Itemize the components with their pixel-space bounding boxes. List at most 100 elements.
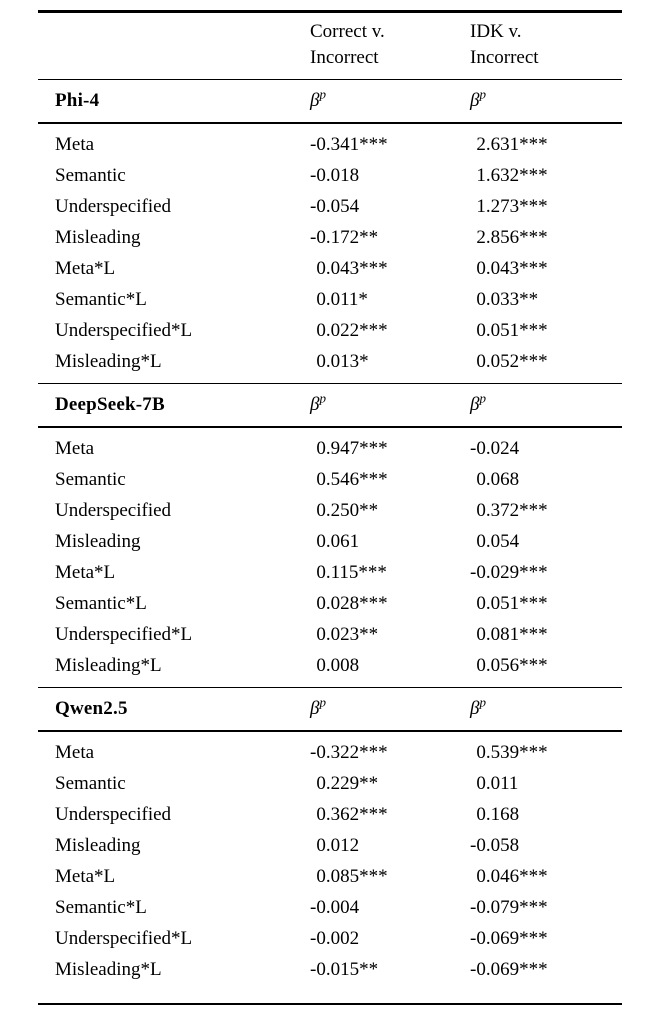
row-label: Misleading <box>55 226 141 248</box>
coef-correct-v-incorrect: -0.028*** <box>316 592 388 614</box>
beta-symbol: βp <box>470 390 486 415</box>
section-top-rule <box>38 382 622 384</box>
row-label: Misleading*L <box>55 350 162 372</box>
coef-correct-v-incorrect: -0.250** <box>316 499 379 521</box>
col-header-line2: Incorrect <box>470 46 539 68</box>
coef-idk-v-incorrect: -0.539*** <box>476 741 548 763</box>
coef-idk-v-incorrect: -0.029*** <box>470 561 548 583</box>
beta-superscript: p <box>319 86 326 102</box>
col-header-correct-v-incorrect: Correct v. Incorrect <box>310 19 470 71</box>
row-label: Meta <box>55 133 95 155</box>
row-label: Semantic <box>55 164 126 186</box>
row-label: Underspecified*L <box>55 927 193 949</box>
col-header-line1: IDK v. <box>470 20 522 42</box>
coef-idk-v-incorrect: -0.051*** <box>476 319 548 341</box>
row-label: Underspecified*L <box>55 623 193 645</box>
coef-correct-v-incorrect: -0.043*** <box>316 257 388 279</box>
table-row: Semantic*L -0.004 -0.079*** <box>38 892 622 923</box>
row-label: Semantic <box>55 468 126 490</box>
table-row: Meta*L -0.043*** -0.043*** <box>38 253 622 284</box>
beta-superscript: p <box>319 390 326 406</box>
table-row: Meta*L -0.115*** -0.029*** <box>38 557 622 588</box>
table-row: Semantic -0.018 -1.632*** <box>38 160 622 191</box>
model-header-row: DeepSeek-7B βp βp <box>38 384 622 426</box>
section-rows: Meta -0.947*** -0.024 Semantic -0.546*** -0.0… <box>38 428 622 687</box>
row-label: Underspecified <box>55 803 172 825</box>
coef-correct-v-incorrect: -0.947*** <box>316 437 388 459</box>
beta-p-idk-column: βp <box>470 390 622 416</box>
coef-idk-v-incorrect: -0.068 <box>476 468 520 490</box>
model-header-row: Phi-4 βp βp <box>38 80 622 122</box>
row-label: Semantic <box>55 772 126 794</box>
row-label: Meta <box>55 437 95 459</box>
coef-correct-v-incorrect: -0.341*** <box>310 133 388 155</box>
col-header-line1: Correct v. <box>310 20 385 42</box>
row-label: Semantic*L <box>55 288 147 310</box>
beta-superscript: p <box>479 694 486 710</box>
coef-correct-v-incorrect: -0.229** <box>316 772 379 794</box>
coef-correct-v-incorrect: -0.061 <box>316 530 360 552</box>
table-row: Underspecified -0.250** -0.372*** <box>38 495 622 526</box>
section-header-rule <box>38 122 622 124</box>
coef-idk-v-incorrect: -0.024 <box>470 437 520 459</box>
coef-correct-v-incorrect: -0.011* <box>316 288 368 310</box>
model-name: Phi-4 <box>55 90 100 111</box>
table-row: Misleading -0.172** -2.856*** <box>38 222 622 253</box>
beta-symbol: βp <box>310 86 326 111</box>
coef-idk-v-incorrect: -0.372*** <box>476 499 548 521</box>
row-label: Underspecified <box>55 195 172 217</box>
coef-correct-v-incorrect: -0.018 <box>310 164 360 186</box>
table-row: Underspecified -0.362*** -0.168 <box>38 799 622 830</box>
coef-idk-v-incorrect: -0.069*** <box>470 958 548 980</box>
section-header-rule <box>38 426 622 428</box>
table-row: Semantic -0.229** -0.011 <box>38 768 622 799</box>
coef-correct-v-incorrect: -0.004 <box>310 896 360 918</box>
coef-idk-v-incorrect: -0.168 <box>476 803 520 825</box>
coef-correct-v-incorrect: -0.002 <box>310 927 360 949</box>
row-label: Misleading*L <box>55 654 162 676</box>
row-label: Underspecified*L <box>55 319 193 341</box>
beta-p-idk-column: βp <box>470 694 622 720</box>
coef-idk-v-incorrect: -0.011 <box>476 772 519 794</box>
coef-correct-v-incorrect: -0.013* <box>316 350 369 372</box>
beta-p-correct-column: βp <box>310 694 470 720</box>
coef-correct-v-incorrect: -0.322*** <box>310 741 388 763</box>
row-label: Semantic*L <box>55 592 147 614</box>
coef-idk-v-incorrect: -0.054 <box>476 530 520 552</box>
beta-p-correct-column: βp <box>310 390 470 416</box>
table-sections: Phi-4 βp βp Meta -0.341*** -2.631*** Semantic -… <box>38 78 622 991</box>
coef-idk-v-incorrect: -0.051*** <box>476 592 548 614</box>
row-label: Meta*L <box>55 257 116 279</box>
bottom-rule <box>38 1002 622 1005</box>
coef-idk-v-incorrect: -0.079*** <box>470 896 548 918</box>
row-label: Misleading <box>55 530 141 552</box>
table-row: Meta -0.341*** -2.631*** <box>38 129 622 160</box>
coef-idk-v-incorrect: -2.856*** <box>476 226 548 248</box>
table-row: Semantic -0.546*** -0.068 <box>38 464 622 495</box>
table-row: Underspecified*L -0.023** -0.081*** <box>38 619 622 650</box>
coef-correct-v-incorrect: -0.022*** <box>316 319 388 341</box>
bottom-spacer <box>38 991 622 1003</box>
coef-idk-v-incorrect: -0.058 <box>470 834 520 856</box>
beta-symbol: βp <box>470 86 486 111</box>
table-row: Misleading -0.061 -0.054 <box>38 526 622 557</box>
row-label: Meta*L <box>55 865 116 887</box>
section-rows: Meta -0.341*** -2.631*** Semantic -0.018 -1.6… <box>38 124 622 383</box>
coef-idk-v-incorrect: -1.632*** <box>476 164 548 186</box>
table-row: Misleading*L -0.008 -0.056*** <box>38 650 622 681</box>
row-label: Semantic*L <box>55 896 147 918</box>
beta-superscript: p <box>319 694 326 710</box>
table-row: Meta -0.322*** -0.539*** <box>38 737 622 768</box>
beta-p-idk-column: βp <box>470 86 622 112</box>
section-rows: Meta -0.322*** -0.539*** Semantic -0.229** -0… <box>38 732 622 991</box>
coef-correct-v-incorrect: -0.172** <box>310 226 379 248</box>
row-label: Misleading <box>55 834 141 856</box>
coef-correct-v-incorrect: -0.085*** <box>316 865 388 887</box>
coef-idk-v-incorrect: -0.033** <box>476 288 539 310</box>
table-row: Meta -0.947*** -0.024 <box>38 433 622 464</box>
top-rule <box>38 10 622 13</box>
table-row: Semantic*L -0.028*** -0.051*** <box>38 588 622 619</box>
row-label: Misleading*L <box>55 958 162 980</box>
coef-idk-v-incorrect: -0.069*** <box>470 927 548 949</box>
